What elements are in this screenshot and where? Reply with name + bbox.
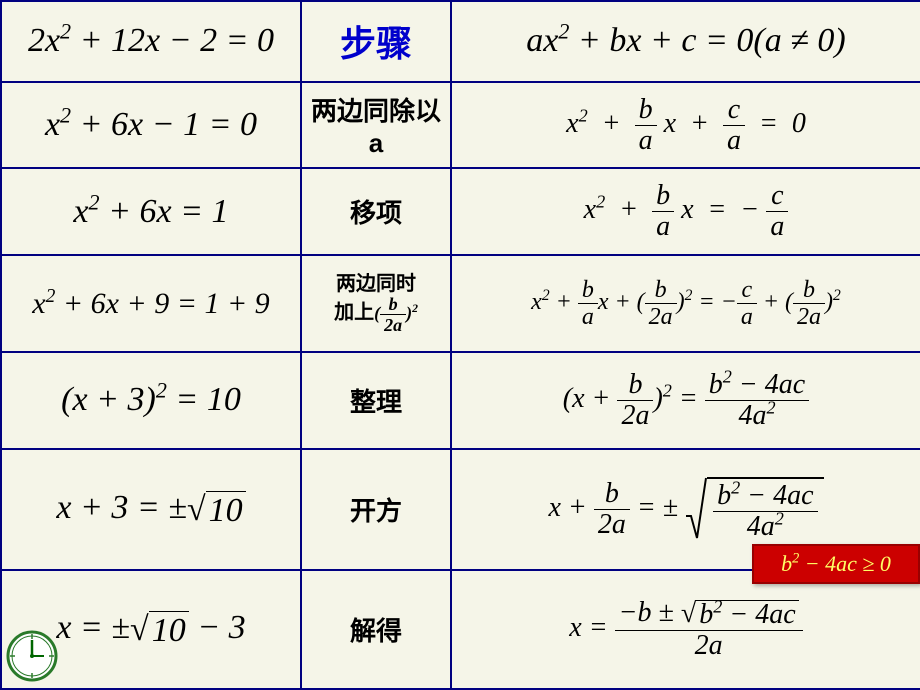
clock-icon (6, 630, 58, 682)
cell-left-3: x2 + 6x + 9 = 1 + 9 (1, 255, 301, 352)
cell-right-2: x2 + ba x = − ca (451, 168, 920, 255)
step-3b: 加上(b2a)2 (304, 295, 448, 334)
cell-left-2: x2 + 6x = 1 (1, 168, 301, 255)
step-3a: 两边同时 (304, 273, 448, 295)
cell-right-1: x2 + ba x + ca = 0 (451, 82, 920, 169)
cell-left-4: (x + 3)2 = 10 (1, 352, 301, 449)
derivation-table: 2x2 + 12x − 2 = 0 步骤 ax2 + bx + c = 0(a … (0, 0, 920, 690)
sqrt-icon (685, 476, 707, 542)
step-1: 两边同除以a (301, 82, 451, 169)
cell-left-5: x + 3 = ±√10 (1, 449, 301, 570)
step-header: 步骤 (301, 1, 451, 82)
cell-left-1: x2 + 6x − 1 = 0 (1, 82, 301, 169)
cell-right-6: x = −b ± √b2 − 4ac2a (451, 570, 920, 689)
cell-left-0: 2x2 + 12x − 2 = 0 (1, 1, 301, 82)
step-2: 移项 (301, 168, 451, 255)
step-5: 开方 (301, 449, 451, 570)
discriminant-badge: b2 − 4ac ≥ 0 (752, 544, 920, 584)
step-6: 解得 (301, 570, 451, 689)
step-3: 两边同时 加上(b2a)2 (301, 255, 451, 352)
cell-right-3: x2 + bax + (b2a)2 = −ca + (b2a)2 (451, 255, 920, 352)
cell-right-0: ax2 + bx + c = 0(a ≠ 0) (451, 1, 920, 82)
cell-right-4: (x + b2a)2 = b2 − 4ac4a2 (451, 352, 920, 449)
step-4: 整理 (301, 352, 451, 449)
